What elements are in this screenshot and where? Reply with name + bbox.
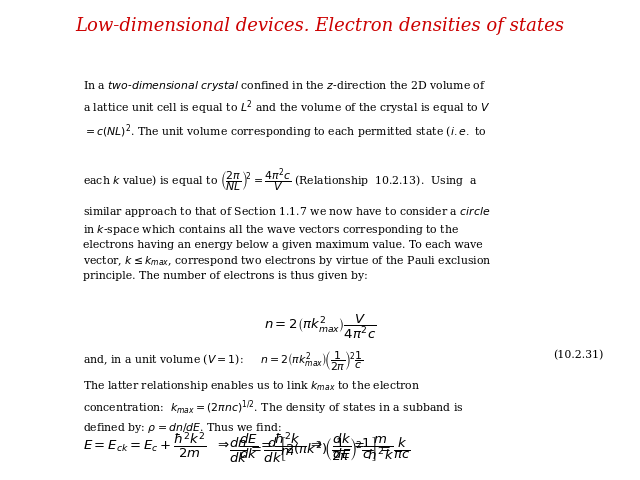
Text: $\dfrac{dn}{dk} = \dfrac{d}{dk}\!\left[2\left(\pi k^2\right)\!\left(\dfrac{1}{2\: $\dfrac{dn}{dk} = \dfrac{d}{dk}\!\left[2…: [229, 435, 411, 464]
Text: each $k$ value) is equal to $\left(\dfrac{2\pi}{NL}\right)^{\!2} = \dfrac{4\pi^2: each $k$ value) is equal to $\left(\dfra…: [83, 166, 478, 193]
Text: (10.2.31): (10.2.31): [554, 349, 604, 360]
Text: Low-dimensional devices. Electron densities of states: Low-dimensional devices. Electron densit…: [76, 17, 564, 35]
Text: similar approach to that of Section 1.1.7 we now have to consider a $\mathit{cir: similar approach to that of Section 1.1.…: [83, 205, 492, 281]
Text: and, in a unit volume ($V{=}1$):     $n = 2\left(\pi k_{max}^2\right)\!\left(\df: and, in a unit volume ($V{=}1$): $n = 2\…: [83, 349, 364, 373]
Text: The latter relationship enables us to link $k_{max}$ to the electron
concentrati: The latter relationship enables us to li…: [83, 379, 464, 435]
Text: In a $\mathit{two}$-$\mathit{dimensional}$ $\mathit{crystal}$ confined in the $z: In a $\mathit{two}$-$\mathit{dimensional…: [83, 79, 491, 141]
Text: $n = 2\left(\pi k_{max}^2\right)\dfrac{V}{4\pi^2 c}$: $n = 2\left(\pi k_{max}^2\right)\dfrac{V…: [264, 313, 376, 341]
Text: $E = E_{ck} = E_c + \dfrac{\hbar^2 k^2}{2m}$  $\Rightarrow$  $\dfrac{dE}{dk} = \: $E = E_{ck} = E_c + \dfrac{\hbar^2 k^2}{…: [83, 430, 394, 462]
